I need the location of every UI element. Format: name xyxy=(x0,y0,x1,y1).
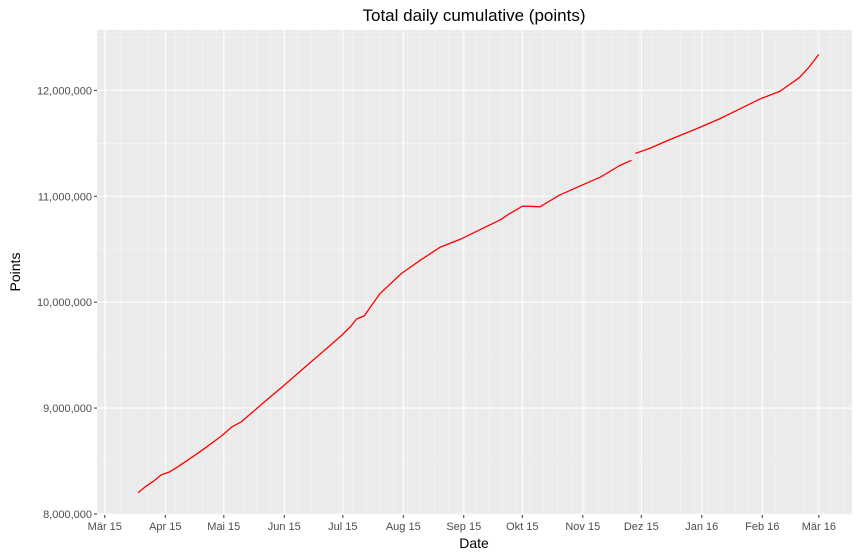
y-tick-label: 10,000,000 xyxy=(37,297,92,309)
x-axis: Mär 15 Apr 15 Mai 15 Jun 15 Jul 15 Aug 15 Sep … xyxy=(88,515,836,533)
x-tick-label: Aug 15 xyxy=(386,521,421,533)
x-tick-label: Jul 15 xyxy=(328,521,357,533)
y-axis-title: Points xyxy=(7,253,23,292)
x-tick-label: Mär 16 xyxy=(802,521,836,533)
x-tick-label: Sep 15 xyxy=(446,521,481,533)
y-tick-label: 11,000,000 xyxy=(38,191,92,203)
x-tick-label: Dez 15 xyxy=(624,521,659,533)
x-tick-label: Okt 15 xyxy=(506,521,538,533)
x-tick-label: Jan 16 xyxy=(685,521,718,533)
x-tick-label: Mär 15 xyxy=(88,521,122,533)
x-tick-label: Nov 15 xyxy=(565,521,600,533)
chart-title: Total daily cumulative (points) xyxy=(363,6,586,25)
x-tick-label: Jun 15 xyxy=(268,521,301,533)
plot-panel xyxy=(97,30,852,515)
series-layer xyxy=(137,54,820,494)
x-axis-title: Date xyxy=(459,535,489,551)
y-tick-label: 12,000,000 xyxy=(37,85,92,97)
grid-major xyxy=(97,30,852,515)
x-tick-label: Feb 16 xyxy=(745,521,779,533)
series-line-segment xyxy=(635,54,820,155)
series-line-segment xyxy=(137,159,632,494)
y-axis: 8,000,000 9,000,000 10,000,000 11,000,000 12… xyxy=(37,85,97,521)
x-tick-label: Mai 15 xyxy=(207,521,240,533)
x-tick-label: Apr 15 xyxy=(149,521,181,533)
y-tick-label: 9,000,000 xyxy=(43,403,92,415)
y-tick-label: 8,000,000 xyxy=(43,509,92,521)
